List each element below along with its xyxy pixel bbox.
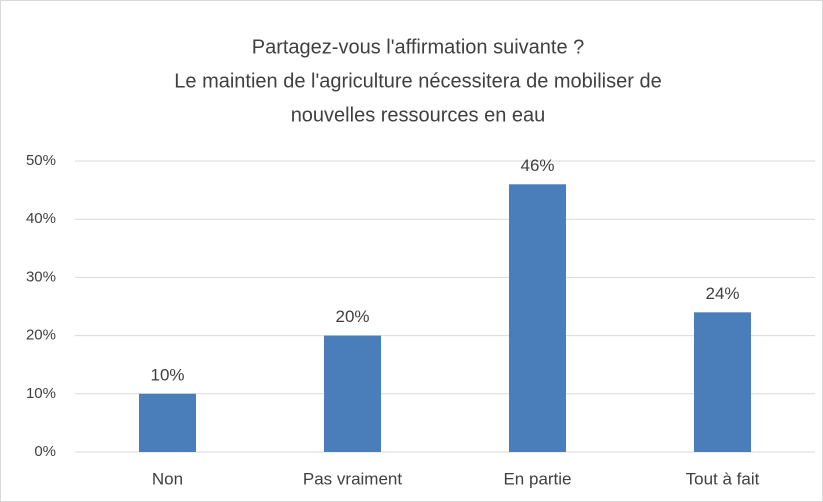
- y-tick-label: 20%: [26, 327, 56, 344]
- y-tick-label: 30%: [26, 268, 56, 285]
- bar: [509, 184, 566, 452]
- bar: [694, 312, 751, 452]
- x-tick-label: Non: [152, 469, 183, 488]
- data-label: 46%: [520, 156, 554, 175]
- data-label: 24%: [705, 284, 739, 303]
- y-tick-label: 10%: [26, 385, 56, 402]
- bar: [139, 393, 196, 452]
- y-tick-label: 50%: [26, 152, 56, 169]
- data-label: 20%: [335, 307, 369, 326]
- x-tick-label: Tout à fait: [686, 469, 760, 488]
- chart-title: nouvelles ressources en eau: [291, 104, 546, 126]
- chart-title: Partagez-vous l'affirmation suivante ?: [252, 36, 585, 58]
- y-tick-label: 0%: [34, 443, 56, 460]
- bar: [324, 335, 381, 452]
- x-tick-label: Pas vraiment: [303, 469, 402, 488]
- chart-title: Le maintien de l'agriculture nécessitera…: [174, 70, 661, 92]
- y-tick-label: 40%: [26, 210, 56, 227]
- x-tick-label: En partie: [503, 469, 571, 488]
- data-label: 10%: [150, 365, 184, 384]
